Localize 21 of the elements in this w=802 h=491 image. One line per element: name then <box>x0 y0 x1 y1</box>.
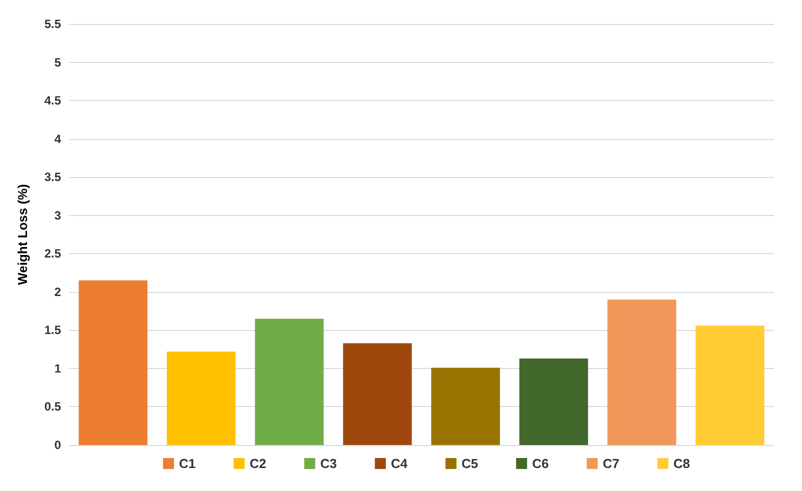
y-tick-label: 4 <box>54 132 62 146</box>
y-tick-label: 1 <box>54 361 62 376</box>
legend-label: C1 <box>179 456 196 471</box>
y-tick-label: 4.5 <box>44 94 62 108</box>
y-tick-label: 2.5 <box>44 246 62 261</box>
legend-label: C5 <box>461 456 478 471</box>
legend-label: C4 <box>390 456 408 471</box>
y-tick-label: 2 <box>54 284 62 299</box>
y-tick-label: 0 <box>54 438 62 452</box>
y-tick-label: 3 <box>54 208 62 222</box>
y-tick-label: 5 <box>54 55 62 70</box>
y-axis-title: Weight Loss (%) <box>15 184 30 285</box>
y-tick-label: 1.5 <box>44 323 62 338</box>
legend-label: C6 <box>532 456 549 471</box>
legend-label: C2 <box>250 456 266 471</box>
legend-label: C7 <box>602 456 620 471</box>
y-tick-label: 0.5 <box>44 400 62 414</box>
legend-label: C3 <box>320 456 337 471</box>
legend-label: C8 <box>673 456 690 471</box>
y-tick-label: 3.5 <box>44 170 62 184</box>
y-tick-label: 5.5 <box>44 17 62 31</box>
